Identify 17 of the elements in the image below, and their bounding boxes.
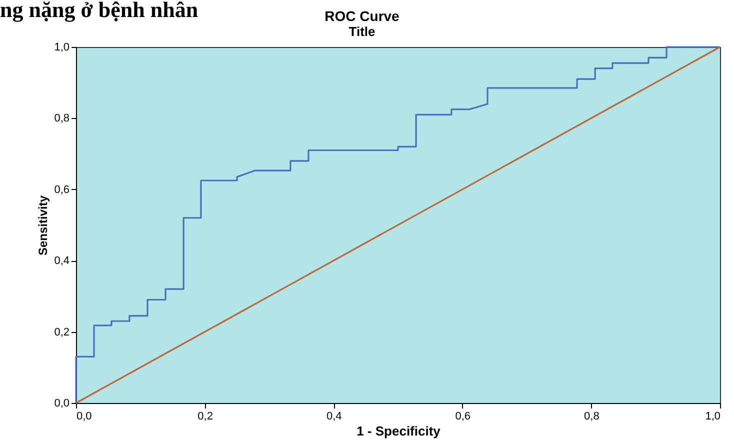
y-tick-label: 0,4 (54, 255, 70, 268)
x-axis-title: 1 - Specificity (356, 424, 442, 438)
x-tick-label: 0,0 (76, 410, 92, 422)
x-tick-label: 0,6 (455, 410, 471, 422)
text: ng nặng ở bệnh nhân (0, 0, 198, 22)
chart-subtitle: Title (348, 24, 376, 39)
x-tick-label: 0,2 (198, 410, 213, 422)
y-tick-label: 0,6 (54, 184, 70, 196)
y-tick-label: 0,2 (54, 326, 70, 338)
chart-title: ROC Curve (324, 8, 400, 24)
y-tick-label: 0,8 (54, 112, 70, 125)
y-tick-label: 0,0 (54, 398, 70, 410)
y-axis-title: Sensitivity (36, 195, 50, 256)
x-tick-label: 1,0 (705, 410, 720, 422)
x-tick-label: 0,4 (326, 410, 342, 422)
x-tick-label: 0,8 (584, 410, 600, 422)
y-tick-label: 1,0 (54, 42, 70, 54)
